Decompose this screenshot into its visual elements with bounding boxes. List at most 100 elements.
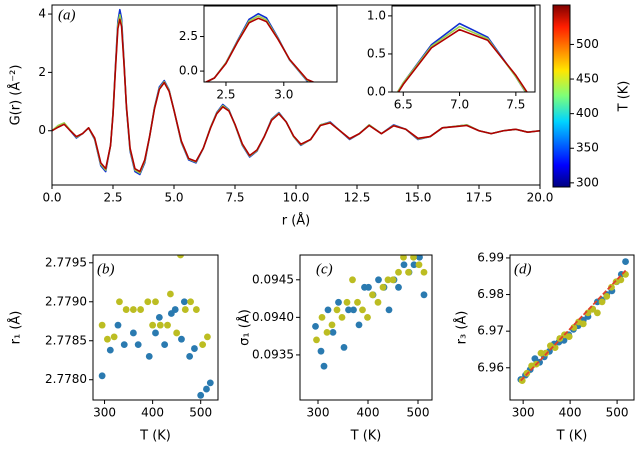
data-point [98,372,106,380]
data-point [565,333,573,341]
colorbar [552,4,571,188]
x-tick-label: 7.5 [506,98,525,112]
data-point [197,391,205,399]
colorbar-tick-label: 350 [576,141,599,155]
y-tick-label: 6.99 [477,250,504,264]
data-point [323,328,331,336]
data-point [379,283,387,291]
y-axis-label: σ₁ (Å) [237,309,253,346]
x-axis-label: T (K) [350,429,382,444]
data-point [137,306,144,313]
y-axis-label: G(r) (Å⁻²) [8,65,24,126]
data-point [203,385,210,393]
y-tick-label: 0.0935 [252,347,294,361]
inset-background [392,6,535,92]
x-tick-label: 5.0 [164,191,183,205]
data-point [104,335,111,343]
y-tick-label: 2 [38,65,46,79]
data-point [329,328,337,336]
data-point [389,276,397,284]
x-tick-label: 300 [307,406,330,420]
data-point [598,298,606,306]
y-tick-label: 2.7780 [45,372,87,386]
y-tick-label: 0.5 [367,46,386,60]
axes-frame [391,5,536,93]
data-point [593,309,601,317]
data-point [110,333,118,341]
x-tick-label: 400 [357,406,380,420]
data-point [537,349,545,357]
x-axis-label: T (K) [556,429,588,444]
data-point [144,298,152,306]
data-point [350,306,357,314]
data-point [365,283,372,291]
data-point [343,298,351,306]
x-tick-label: 15.0 [405,191,432,205]
data-point [333,306,341,314]
x-tick-label: 7.5 [225,191,244,205]
data-point [114,321,122,329]
data-point [400,255,407,261]
data-point [98,321,106,329]
data-point [375,276,382,284]
inset-curve [397,28,528,92]
data-point [312,322,319,330]
y-tick-label: 6.98 [477,287,504,301]
colorbar-tick-label: 300 [576,175,599,189]
data-point [395,283,402,291]
x-tick-label: 10.0 [283,191,310,205]
y-axis-label: r₁ (Å) [8,311,24,345]
x-tick-label: 400 [141,406,164,420]
data-point [355,321,363,329]
x-tick-label: 500 [407,406,430,420]
data-point [167,290,174,298]
x-axis-label: r (Å) [282,213,311,229]
data-point [177,255,184,259]
data-point [340,344,348,351]
data-point [204,333,211,341]
x-tick-label: 400 [559,406,582,420]
data-point [415,261,423,269]
data-point [145,352,153,360]
data-point [186,352,194,360]
data-point [199,341,207,349]
data-point [317,347,325,355]
data-point [608,283,615,291]
data-point [364,313,371,321]
data-point [122,306,130,313]
data-point [192,306,200,313]
inset-curve [396,25,527,92]
data-point [518,377,526,384]
y-tick-label: 2.5 [179,29,198,43]
data-point [129,306,137,313]
y-tick-label: 2.7785 [45,333,87,347]
data-point [354,298,361,306]
data-point [106,346,114,354]
x-tick-label: 3.0 [274,88,293,102]
data-point [161,341,169,349]
y-tick-label: 0 [38,123,46,137]
data-point [171,306,179,313]
y-axis-label: r₃ (Å) [454,311,470,345]
y-tick-label: 6.97 [477,324,504,338]
data-point [349,276,356,284]
data-point [320,362,328,370]
data-point [531,355,539,363]
data-point [328,321,336,329]
data-point [318,313,326,321]
data-point [400,261,408,269]
data-point [313,336,320,344]
data-point [206,379,214,387]
data-point [187,298,194,306]
data-point [129,329,137,337]
y-tick-label: 2.7790 [45,294,87,308]
data-point [416,255,423,261]
data-point [359,306,366,314]
x-tick-label: 17.5 [466,191,493,205]
x-tick-label: 6.5 [394,98,413,112]
x-tick-label: 300 [93,406,116,420]
data-point [345,306,352,314]
data-point [369,291,376,299]
y-tick-label: 0.0940 [252,310,294,324]
x-tick-label: 20.0 [527,191,554,205]
